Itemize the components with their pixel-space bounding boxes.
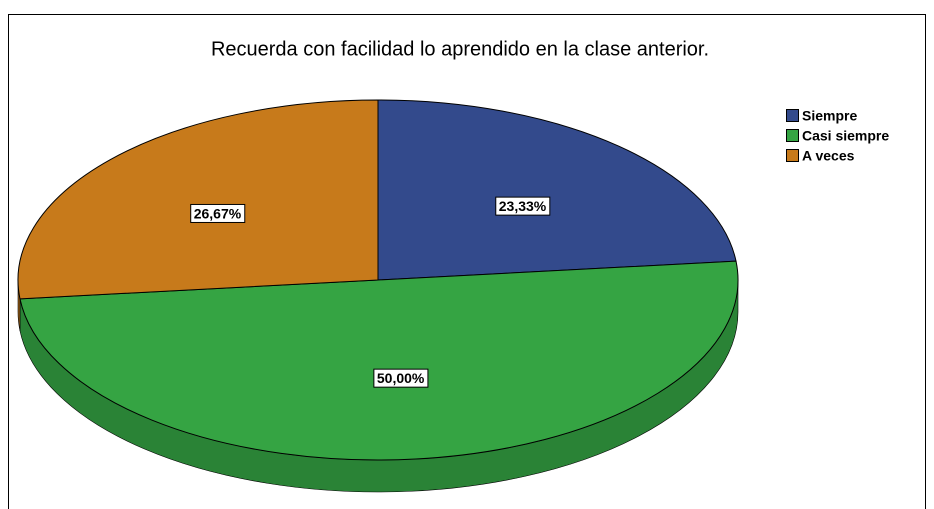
data-label: 26,67%	[190, 203, 246, 223]
data-label-box	[373, 368, 429, 388]
data-label-text: 50,00%	[377, 370, 425, 386]
data-label-box	[495, 196, 551, 216]
slice	[377, 99, 737, 281]
legend-swatch	[786, 129, 799, 142]
legend-label: Siempre	[802, 108, 857, 124]
legend-label: A veces	[802, 148, 855, 164]
legend-swatch	[786, 109, 799, 122]
slice	[19, 260, 739, 461]
legend-swatch	[786, 149, 799, 162]
data-label-text: 23,33%	[499, 198, 547, 214]
data-label-text: 26,67%	[194, 205, 242, 221]
data-label: 23,33%	[495, 196, 551, 216]
data-label: 50,00%	[373, 368, 429, 388]
chart-title: Recuerda con facilidad lo aprendido en l…	[211, 38, 709, 60]
legend-label: Casi siempre	[802, 128, 889, 144]
slice	[17, 99, 379, 300]
data-label-box	[190, 203, 246, 223]
